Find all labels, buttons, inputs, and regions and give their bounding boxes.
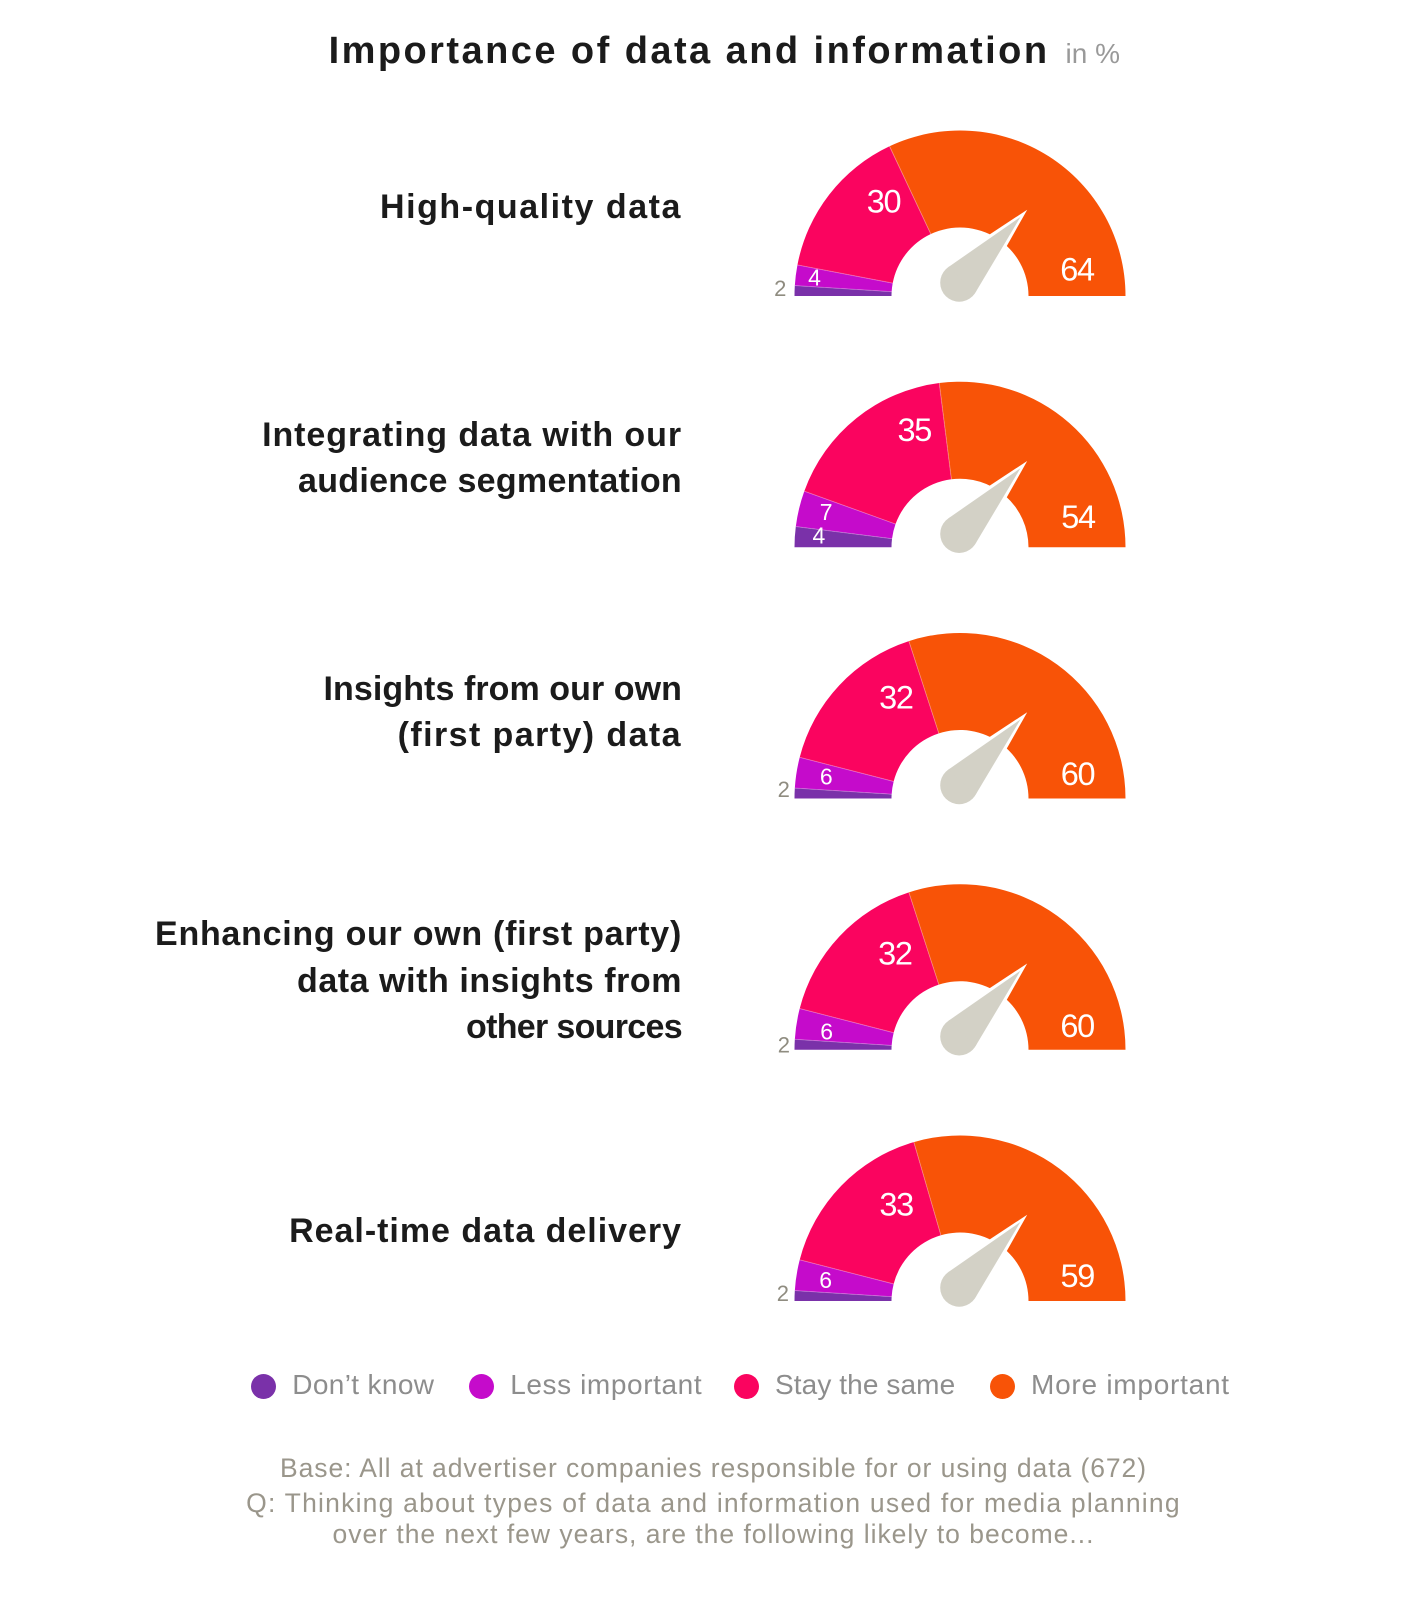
svg-text:54: 54 (1061, 499, 1096, 535)
svg-text:35: 35 (898, 412, 932, 448)
svg-text:2: 2 (777, 1281, 789, 1306)
svg-text:30: 30 (867, 183, 901, 219)
svg-text:60: 60 (1061, 756, 1095, 792)
svg-text:59: 59 (1061, 1258, 1095, 1294)
svg-text:2: 2 (778, 777, 790, 802)
svg-text:64: 64 (1060, 251, 1095, 287)
svg-text:4: 4 (813, 523, 826, 549)
svg-text:6: 6 (820, 763, 833, 789)
svg-text:33: 33 (879, 1187, 913, 1223)
svg-text:2: 2 (774, 276, 786, 301)
svg-text:7: 7 (820, 499, 833, 525)
svg-text:32: 32 (878, 936, 912, 972)
svg-text:6: 6 (819, 1267, 832, 1293)
svg-text:60: 60 (1060, 1008, 1094, 1044)
svg-text:32: 32 (879, 679, 913, 715)
svg-text:2: 2 (778, 1032, 790, 1057)
svg-text:6: 6 (820, 1019, 833, 1045)
svg-text:4: 4 (808, 264, 821, 290)
